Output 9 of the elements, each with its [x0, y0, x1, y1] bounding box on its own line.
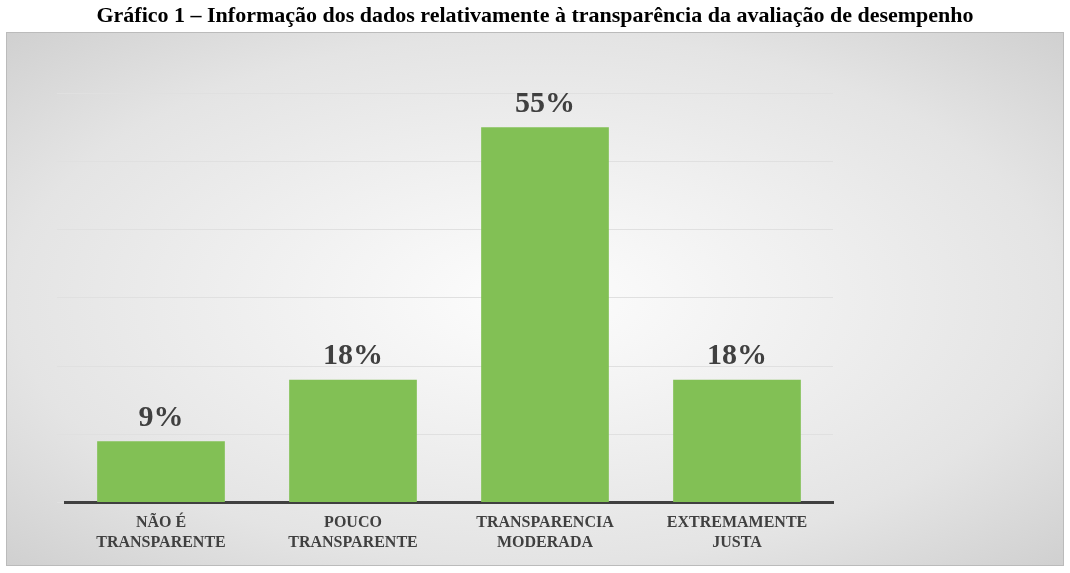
data-label: 9%: [138, 398, 184, 432]
x-tick-label: POUCO TRANSPARENTE: [288, 513, 418, 550]
data-label: 18%: [707, 337, 767, 371]
x-tick-label: NÃO É TRANSPARENTE: [96, 512, 226, 550]
data-label: 55%: [515, 84, 575, 118]
data-label: 18%: [323, 337, 383, 371]
chart-title: Gráfico 1 – Informação dos dados relativamente à transparência da avaliação de desempenho: [95, 2, 975, 28]
x-tick-label: TRANSPARENCIA MODERADA: [476, 513, 615, 550]
x-tick-label: EXTREMAMENTE JUSTA: [666, 513, 808, 550]
